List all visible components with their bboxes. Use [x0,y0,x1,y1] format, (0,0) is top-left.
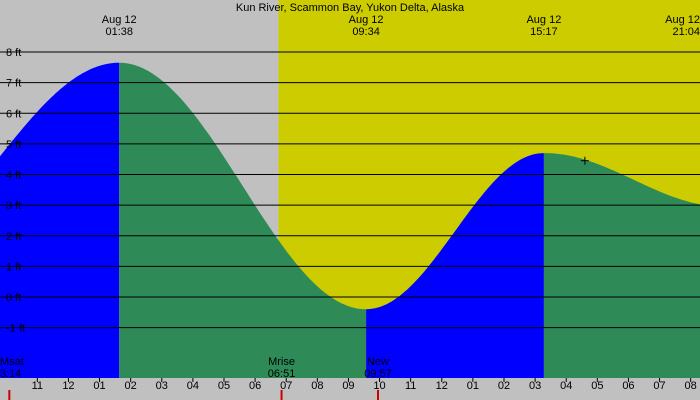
y-tick-label: 0 ft [6,292,21,304]
y-tick-label: -1 ft [6,323,25,335]
y-tick-label: 8 ft [6,47,21,59]
extreme-date: Aug 12 [349,14,384,26]
extreme-time: 09:34 [352,26,380,38]
x-tick-label: 04 [560,380,572,392]
rising-tide-area [366,153,544,378]
event-time: 06:51 [268,368,296,380]
y-tick-label: 1 ft [6,261,21,273]
falling-tide-area [543,153,700,378]
y-tick-label: 6 ft [6,108,21,120]
falling-tide-area [119,62,367,378]
x-tick-label: 05 [591,380,603,392]
time-axis-band [0,378,700,400]
x-tick-label: 11 [405,380,416,392]
x-tick-label: 12 [436,380,448,392]
x-tick-label: 10 [373,380,385,392]
x-tick-label: 07 [280,380,292,392]
extreme-time: 15:17 [530,26,558,38]
x-tick-label: 02 [498,380,510,392]
x-tick-label: 08 [685,380,697,392]
x-tick-label: 11 [32,380,43,392]
event-time: 09:57 [364,368,392,380]
x-tick-label: 09 [342,380,354,392]
x-tick-label: 04 [187,380,199,392]
x-tick-label: 02 [125,380,137,392]
x-tick-label: 06 [622,380,634,392]
y-tick-label: 7 ft [6,78,21,90]
x-tick-label: 08 [311,380,323,392]
y-tick-label: 2 ft [6,231,21,243]
y-tick-label: 3 ft [6,200,21,212]
extreme-date: Aug 12 [102,14,137,26]
event-marker [8,390,11,400]
x-tick-label: 01 [93,380,105,392]
event-label: Msat [0,356,24,368]
event-marker [377,390,379,400]
tide-area [0,62,700,378]
extreme-time: 21:04 [672,26,700,38]
event-label: New [367,356,389,368]
extreme-time: 01:38 [105,26,133,38]
x-tick-label: 05 [218,380,230,392]
x-tick-label: 06 [249,380,261,392]
event-time: 3:14 [0,368,21,380]
x-tick-label: 12 [62,380,74,392]
event-marker [280,390,283,400]
x-tick-label: 03 [529,380,541,392]
extreme-date: Aug 12 [526,14,561,26]
x-tick-label: 07 [653,380,665,392]
chart-title: Kun River, Scammon Bay, Yukon Delta, Ala… [236,2,465,14]
rising-tide-area [0,62,120,378]
gridlines [0,51,700,329]
event-label: Mrise [268,356,295,368]
x-tick-label: 03 [156,380,168,392]
x-tick-label: 01 [467,380,479,392]
y-tick-label: 4 ft [6,170,21,182]
labels: -1 ft 0 ft 1 ft 2 ft 3 ft 4 ft 5 ft 6 ft 7 ft 8 f… [0,14,700,400]
extreme-date: Aug 12 [665,14,700,26]
y-tick-label: 5 ft [6,139,21,151]
